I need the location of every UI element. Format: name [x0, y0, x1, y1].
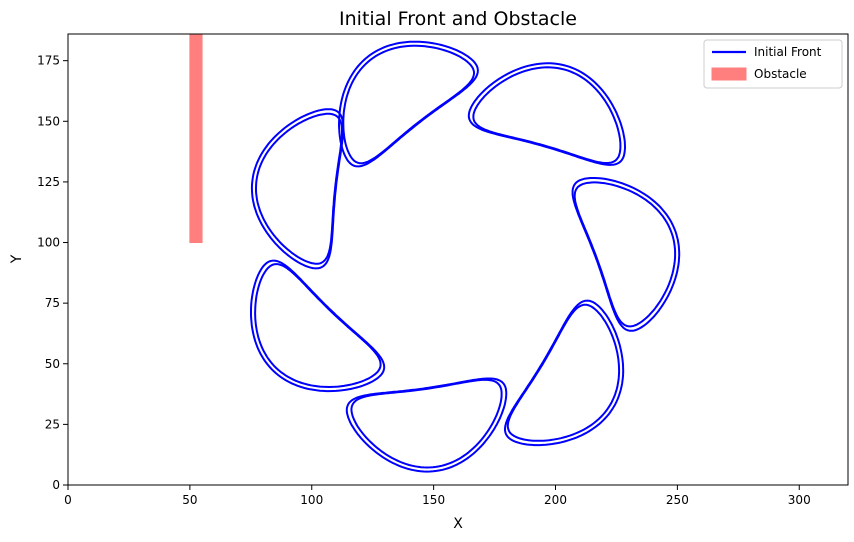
x-tick-label: 300 [788, 493, 811, 507]
front-curve-7 [255, 112, 343, 265]
front-curve-7 [250, 108, 345, 270]
y-tick-label: 25 [45, 417, 60, 431]
y-tick-label: 100 [37, 236, 60, 250]
y-tick-label: 150 [37, 114, 60, 128]
x-axis-label: X [453, 516, 463, 532]
y-axis-label: Y [9, 254, 25, 264]
front-curve-1 [338, 40, 479, 168]
x-tick-label: 50 [182, 493, 197, 507]
front-curve-6 [254, 263, 382, 388]
front-curve-6 [250, 259, 386, 393]
x-tick-label: 250 [666, 493, 689, 507]
legend-front-label: Initial Front [754, 45, 822, 59]
front-curve-3 [571, 177, 681, 332]
legend-obstacle-swatch [711, 67, 747, 81]
plot-frame [67, 33, 849, 486]
front-curve-4 [504, 299, 625, 447]
legend-obstacle-label: Obstacle [754, 67, 807, 81]
chart-title: Initial Front and Obstacle [339, 8, 577, 30]
x-tick-label: 100 [300, 493, 323, 507]
front-layer [250, 40, 681, 473]
x-axis-ticks: 0 50 100 150 200 250 300 [64, 485, 811, 507]
x-tick-label: 200 [544, 493, 567, 507]
obstacle-rect [189, 34, 203, 244]
legend: Initial Front Obstacle [703, 39, 843, 89]
y-axis-ticks: 0 25 50 75 100 125 150 175 [37, 54, 68, 492]
front-curve-2 [467, 62, 626, 166]
y-tick-label: 125 [37, 175, 60, 189]
y-tick-label: 75 [45, 296, 60, 310]
y-tick-label: 0 [52, 478, 60, 492]
y-tick-label: 175 [37, 54, 60, 68]
x-tick-label: 150 [422, 493, 445, 507]
front-curve-5 [345, 377, 508, 473]
y-tick-label: 50 [45, 357, 60, 371]
front-curve-1 [342, 44, 475, 165]
obstacle-layer [189, 34, 203, 244]
x-tick-label: 0 [64, 493, 72, 507]
